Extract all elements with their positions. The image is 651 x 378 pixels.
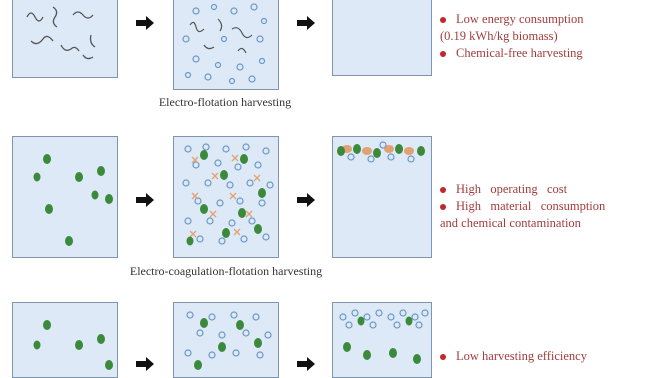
arrow-right-icon — [136, 16, 154, 30]
microalgae-filaments-illustration — [26, 6, 96, 60]
row1-caption: Electro-flotation harvesting — [158, 95, 292, 109]
row2-result-box — [332, 136, 432, 258]
arrow-right-icon — [297, 357, 315, 371]
arrow-right-icon — [136, 357, 154, 371]
row1-note-1-cont: (0.19 kWh/kg biomass) — [440, 29, 558, 43]
row3-initial-box — [12, 302, 118, 378]
row2-process-box — [173, 136, 279, 258]
row2-note-1: High operating cost — [440, 181, 605, 198]
row1-initial-box — [12, 0, 118, 78]
arrow-right-icon — [297, 193, 315, 207]
microalgae-cells-illustration — [33, 320, 113, 370]
bullet-dot-icon — [440, 204, 446, 210]
bullet-dot-icon — [440, 17, 446, 23]
row2-note-2-text: High material consumption — [456, 199, 606, 213]
row2-notes: High operating cost High material consum… — [440, 181, 605, 232]
row3-note-1: Low harvesting efficiency — [440, 348, 587, 365]
bullet-dot-icon — [440, 187, 446, 193]
row1-process-box — [173, 0, 279, 90]
row1-notes: Low energy consumption (0.19 kWh/kg biom… — [440, 11, 584, 62]
partial-floatation-illustration — [339, 309, 429, 364]
row1-note-2: Chemical-free harvesting — [440, 45, 584, 62]
row2-caption: Electro-coagulation-flotation harvesting — [129, 264, 323, 278]
row1-note-1: Low energy consumption — [440, 11, 584, 28]
row2-note-2-cont: and chemical contamination — [440, 216, 581, 230]
row3-note-1-text: Low harvesting efficiency — [456, 349, 587, 363]
row3-notes: Low harvesting efficiency — [440, 348, 587, 365]
bullet-dot-icon — [440, 354, 446, 360]
coagulation-bubbles-illustration — [182, 143, 274, 246]
row2-initial-box — [12, 136, 118, 258]
arrow-right-icon — [297, 16, 315, 30]
row1-result-box — [332, 0, 432, 76]
row3-process-box — [173, 302, 279, 378]
bullet-dot-icon — [440, 51, 446, 57]
row2-note-1-text: High operating cost — [456, 182, 568, 196]
microalgae-cells-illustration — [33, 154, 113, 246]
row2-note-2: High material consumption — [440, 198, 605, 215]
row3-result-box — [332, 302, 432, 378]
bubbles-and-cells-illustration — [184, 311, 272, 370]
arrow-right-icon — [136, 193, 154, 207]
row1-note-2-text: Chemical-free harvesting — [456, 46, 583, 60]
row1-note-1-text: Low energy consumption — [456, 12, 584, 26]
floated-floc-layer-illustration — [337, 141, 425, 163]
bubbles-and-filaments-illustration — [182, 3, 268, 85]
